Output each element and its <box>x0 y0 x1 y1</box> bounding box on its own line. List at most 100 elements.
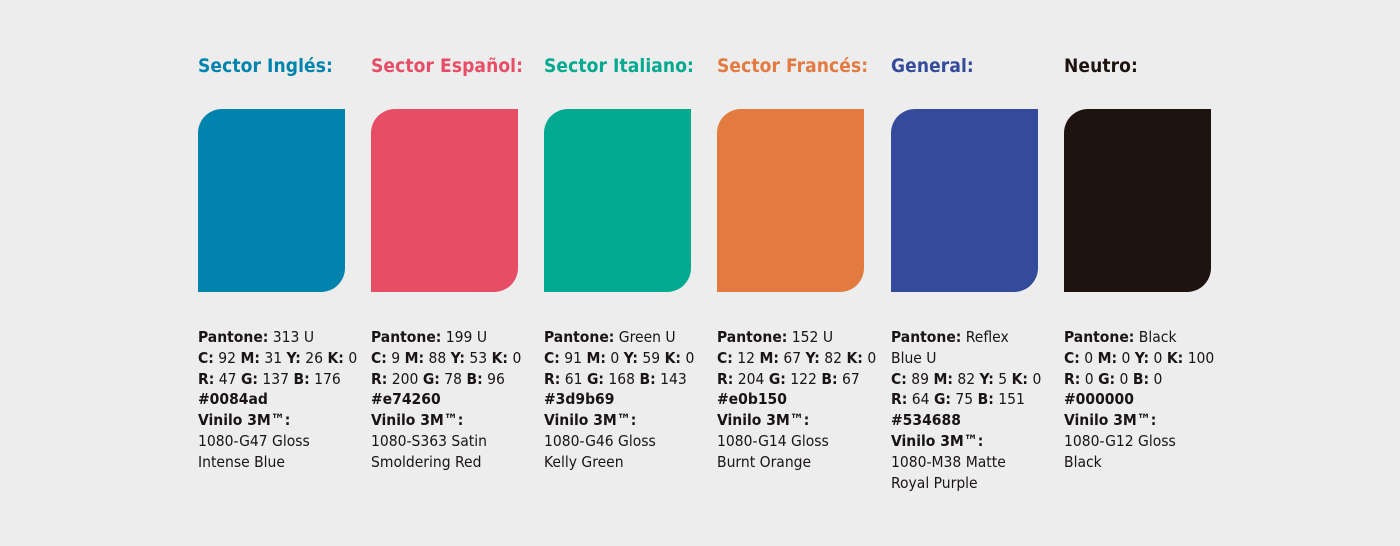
vinyl-name-line-1: 1080-M38 Matte <box>891 452 1006 471</box>
hex-code: #e0b150 <box>717 389 892 410</box>
pantone-label: Pantone: <box>371 328 442 346</box>
color-swatch <box>1064 109 1211 292</box>
palette-column-sector-espanol: Sector Español: Pantone: 199 U C: 9 M: 8… <box>371 52 537 471</box>
pantone-label: Pantone: <box>717 328 788 346</box>
rgb-r-label: R: <box>891 390 908 409</box>
pantone-label: Pantone: <box>1064 328 1135 346</box>
rgb-r-value: 64 <box>911 390 930 409</box>
rgb-g-value: 168 <box>608 369 636 388</box>
color-specs: Pantone: 152 U C: 12 M: 67 Y: 82 K: 0 R:… <box>717 327 892 473</box>
column-title: General: <box>891 55 974 77</box>
cmyk-y-label: Y: <box>979 369 994 388</box>
rgb-g-label: G: <box>586 369 604 388</box>
rgb-b-value: 176 <box>314 369 341 388</box>
rgb-line: R: 61 G: 168 B: 143 <box>544 369 719 390</box>
cmyk-y-value: 0 <box>1153 348 1163 367</box>
column-title: Sector Inglés: <box>198 55 333 77</box>
pantone-line: Pantone: 199 U <box>371 327 546 348</box>
vinyl-name-line-1: 1080-G14 Gloss <box>717 431 829 450</box>
pantone-line: Pantone: Reflex <box>891 327 1066 348</box>
pantone-label: Pantone: <box>544 328 615 346</box>
cmyk-m-label: M: <box>404 348 425 367</box>
vinyl-name-line-2: Royal Purple <box>891 473 978 492</box>
pantone-value: 313 U <box>272 328 315 346</box>
vinyl-label-text: Vinilo 3M™: <box>1064 411 1157 430</box>
vinyl-label-text: Vinilo 3M™: <box>198 411 291 430</box>
rgb-b-label: B: <box>1132 369 1150 388</box>
cmyk-line: C: 9 M: 88 Y: 53 K: 0 <box>371 348 546 369</box>
rgb-r-value: 0 <box>1084 369 1094 388</box>
pantone-value: 199 U <box>445 328 488 346</box>
rgb-r-value: 47 <box>218 369 237 388</box>
vinyl-name-line-1: 1080-S363 Satin <box>371 431 487 450</box>
pantone-line: Pantone: 152 U <box>717 327 892 348</box>
color-swatch <box>371 109 518 292</box>
hex-value: #e0b150 <box>717 390 787 409</box>
hex-code: #0084ad <box>198 389 373 410</box>
cmyk-k-label: K: <box>327 348 344 367</box>
color-swatch <box>544 109 691 292</box>
hex-code: #3d9b69 <box>544 389 719 410</box>
rgb-b-label: B: <box>821 369 838 388</box>
cmyk-c-label: C: <box>371 348 387 367</box>
rgb-b-value: 143 <box>660 369 687 388</box>
cmyk-k-label: K: <box>491 348 508 367</box>
rgb-line: R: 64 G: 75 B: 151 <box>891 389 1066 410</box>
rgb-r-label: R: <box>198 369 215 388</box>
palette-column-general: General: Pantone: Reflex Blue U C: 89 M:… <box>891 52 1057 492</box>
rgb-b-label: B: <box>977 390 994 409</box>
cmyk-m-value: 67 <box>783 348 802 367</box>
cmyk-c-label: C: <box>717 348 733 367</box>
vinyl-name-line-2: Intense Blue <box>198 452 285 471</box>
cmyk-y-label: Y: <box>623 348 638 367</box>
vinyl-label-text: Vinilo 3M™: <box>891 431 984 450</box>
hex-value: #3d9b69 <box>544 390 615 409</box>
cmyk-k-value: 0 <box>867 348 877 367</box>
hex-code: #000000 <box>1064 389 1239 410</box>
rgb-b-value: 151 <box>998 390 1025 409</box>
cmyk-k-label: K: <box>1011 369 1028 388</box>
cmyk-c-label: C: <box>1064 348 1080 367</box>
rgb-b-label: B: <box>466 369 483 388</box>
color-specs: Pantone: Reflex Blue U C: 89 M: 82 Y: 5 … <box>891 327 1066 493</box>
color-specs: Pantone: 313 U C: 92 M: 31 Y: 26 K: 0 R:… <box>198 327 373 473</box>
cmyk-y-value: 82 <box>824 348 843 367</box>
rgb-g-label: G: <box>240 369 258 388</box>
rgb-r-label: R: <box>717 369 734 388</box>
hex-value: #e74260 <box>371 390 441 409</box>
cmyk-y-label: Y: <box>1134 348 1150 367</box>
rgb-g-value: 75 <box>955 390 974 409</box>
rgb-b-label: B: <box>639 369 656 388</box>
cmyk-k-value: 0 <box>348 348 358 367</box>
cmyk-m-value: 31 <box>264 348 283 367</box>
cmyk-c-value: 12 <box>737 348 755 367</box>
vinyl-name-line-1: 1080-G46 Gloss <box>544 431 656 450</box>
vinyl-label-text: Vinilo 3M™: <box>717 411 810 430</box>
cmyk-c-value: 89 <box>911 369 929 388</box>
rgb-r-value: 61 <box>564 369 583 388</box>
rgb-b-value: 67 <box>842 369 860 388</box>
cmyk-m-label: M: <box>240 348 260 367</box>
cmyk-c-label: C: <box>891 369 907 388</box>
rgb-line: R: 200 G: 78 B: 96 <box>371 369 546 390</box>
cmyk-y-label: Y: <box>450 348 465 367</box>
rgb-b-value: 96 <box>487 369 505 388</box>
cmyk-m-label: M: <box>759 348 779 367</box>
palette-column-neutro: Neutro: Pantone: Black C: 0 M: 0 Y: 0 K:… <box>1064 52 1230 471</box>
cmyk-m-label: M: <box>1097 348 1118 367</box>
cmyk-c-value: 91 <box>564 348 582 367</box>
column-title: Sector Francés: <box>717 55 869 77</box>
vinyl-name-line-1: 1080-G12 Gloss <box>1064 431 1176 450</box>
color-swatch <box>891 109 1038 292</box>
vinyl-name-line-2: Smoldering Red <box>371 452 482 471</box>
color-specs: Pantone: 199 U C: 9 M: 88 Y: 53 K: 0 R: … <box>371 327 546 473</box>
cmyk-line: C: 12 M: 67 Y: 82 K: 0 <box>717 348 892 369</box>
rgb-g-value: 137 <box>262 369 290 388</box>
pantone-line: Pantone: Green U <box>544 327 719 348</box>
rgb-r-label: R: <box>544 369 561 388</box>
vinyl-label: Vinilo 3M™: <box>891 431 1066 452</box>
palette-column-sector-italiano: Sector Italiano: Pantone: Green U C: 91 … <box>544 52 710 471</box>
rgb-g-value: 78 <box>444 369 463 388</box>
cmyk-k-value: 0 <box>512 348 522 367</box>
cmyk-y-value: 53 <box>469 348 488 367</box>
